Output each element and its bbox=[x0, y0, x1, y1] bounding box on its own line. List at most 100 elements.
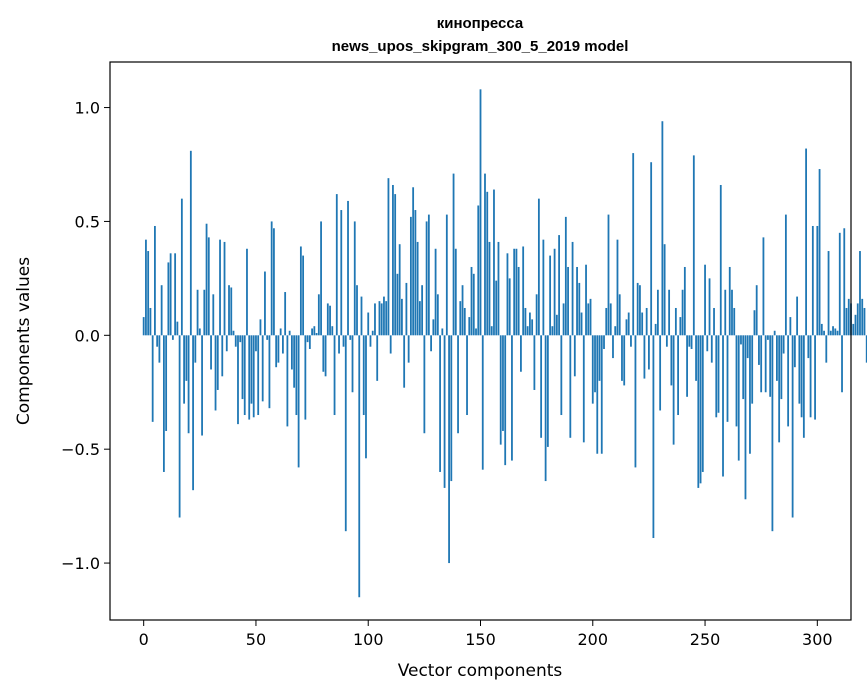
bar-154 bbox=[488, 241, 491, 336]
x-tick-label: 150 bbox=[465, 630, 496, 649]
bar-272 bbox=[753, 310, 756, 336]
bar-143 bbox=[463, 307, 466, 336]
bar-111 bbox=[392, 184, 394, 336]
bar-318 bbox=[856, 303, 859, 336]
bar-125 bbox=[423, 335, 426, 434]
bar-274 bbox=[758, 335, 760, 365]
bar-267 bbox=[742, 335, 745, 400]
bar-69 bbox=[297, 335, 300, 468]
bar-8 bbox=[160, 285, 163, 336]
bar-31 bbox=[212, 294, 215, 336]
bar-81 bbox=[324, 335, 327, 377]
bar-97 bbox=[360, 296, 363, 336]
bar-302 bbox=[820, 323, 823, 336]
bar-89 bbox=[342, 335, 345, 347]
bar-34 bbox=[219, 239, 221, 336]
bar-101 bbox=[369, 335, 372, 347]
bar-205 bbox=[603, 335, 605, 349]
bar-70 bbox=[299, 246, 302, 336]
bar-109 bbox=[387, 178, 390, 336]
bar-317 bbox=[854, 314, 857, 336]
bar-151 bbox=[481, 335, 484, 470]
bar-135 bbox=[445, 214, 448, 336]
bar-102 bbox=[371, 330, 374, 336]
bar-184 bbox=[555, 314, 558, 336]
bar-18 bbox=[183, 335, 185, 404]
bar-288 bbox=[789, 317, 792, 336]
bar-213 bbox=[621, 335, 623, 381]
bar-193 bbox=[576, 266, 578, 336]
bar-94 bbox=[353, 221, 356, 336]
bar-112 bbox=[394, 194, 397, 336]
bar-141 bbox=[459, 301, 462, 336]
bar-10 bbox=[165, 335, 168, 431]
bar-82 bbox=[326, 303, 329, 336]
bar-110 bbox=[389, 335, 392, 354]
bar-78 bbox=[317, 294, 320, 336]
bar-167 bbox=[517, 266, 520, 336]
bar-165 bbox=[513, 248, 516, 336]
bar-137 bbox=[450, 335, 453, 482]
bar-255 bbox=[715, 335, 718, 418]
bar-307 bbox=[832, 326, 834, 336]
bar-158 bbox=[497, 241, 500, 336]
bar-201 bbox=[594, 335, 596, 393]
bar-309 bbox=[836, 330, 839, 336]
bar-227 bbox=[652, 335, 655, 539]
bar-75 bbox=[311, 328, 313, 336]
bar-261 bbox=[728, 266, 731, 336]
bar-280 bbox=[771, 335, 774, 532]
bar-142 bbox=[461, 285, 464, 336]
bar-27 bbox=[203, 289, 206, 336]
bar-105 bbox=[378, 301, 381, 336]
bar-273 bbox=[755, 285, 758, 336]
bar-68 bbox=[295, 335, 298, 416]
bar-21 bbox=[189, 150, 192, 336]
bar-190 bbox=[569, 335, 572, 438]
bar-189 bbox=[567, 266, 569, 336]
bar-164 bbox=[511, 335, 513, 461]
bar-46 bbox=[246, 248, 248, 336]
bar-254 bbox=[713, 307, 715, 336]
bar-149 bbox=[477, 205, 480, 336]
bar-119 bbox=[409, 216, 412, 336]
bar-262 bbox=[731, 289, 733, 336]
bar-15 bbox=[176, 321, 179, 336]
bar-266 bbox=[740, 335, 742, 345]
bar-108 bbox=[385, 301, 388, 336]
bar-239 bbox=[679, 317, 682, 336]
bar-218 bbox=[632, 153, 635, 336]
y-axis-ticks: −1.0 −0.5 0.0 0.5 1.0 bbox=[61, 99, 110, 573]
bar-43 bbox=[239, 335, 242, 343]
bar-64 bbox=[286, 335, 289, 427]
chart-subtitle: news_upos_skipgram_300_5_2019 model bbox=[332, 38, 629, 55]
bar-96 bbox=[358, 335, 361, 598]
bar-248 bbox=[699, 335, 702, 484]
bar-232 bbox=[663, 244, 666, 336]
bar-117 bbox=[405, 282, 408, 336]
bar-103 bbox=[374, 303, 376, 336]
bar-93 bbox=[351, 335, 354, 393]
bar-38 bbox=[228, 285, 230, 336]
bar-115 bbox=[401, 298, 403, 336]
bar-118 bbox=[407, 335, 410, 363]
bar-191 bbox=[571, 241, 574, 336]
bar-304 bbox=[825, 335, 828, 363]
x-tick-label: 200 bbox=[577, 630, 608, 649]
bar-146 bbox=[470, 266, 473, 336]
bar-85 bbox=[333, 335, 336, 416]
bar-251 bbox=[706, 335, 709, 352]
bar-186 bbox=[560, 335, 563, 416]
bar-106 bbox=[380, 303, 383, 336]
bar-292 bbox=[798, 335, 801, 404]
bar-291 bbox=[796, 296, 799, 336]
bar-49 bbox=[252, 335, 255, 418]
bar-58 bbox=[273, 228, 275, 336]
bar-221 bbox=[639, 285, 641, 336]
bar-160 bbox=[502, 335, 504, 431]
bar-198 bbox=[587, 303, 590, 336]
bar-90 bbox=[344, 335, 347, 532]
bar-132 bbox=[439, 335, 441, 472]
bar-296 bbox=[807, 335, 810, 359]
bar-121 bbox=[414, 210, 417, 336]
